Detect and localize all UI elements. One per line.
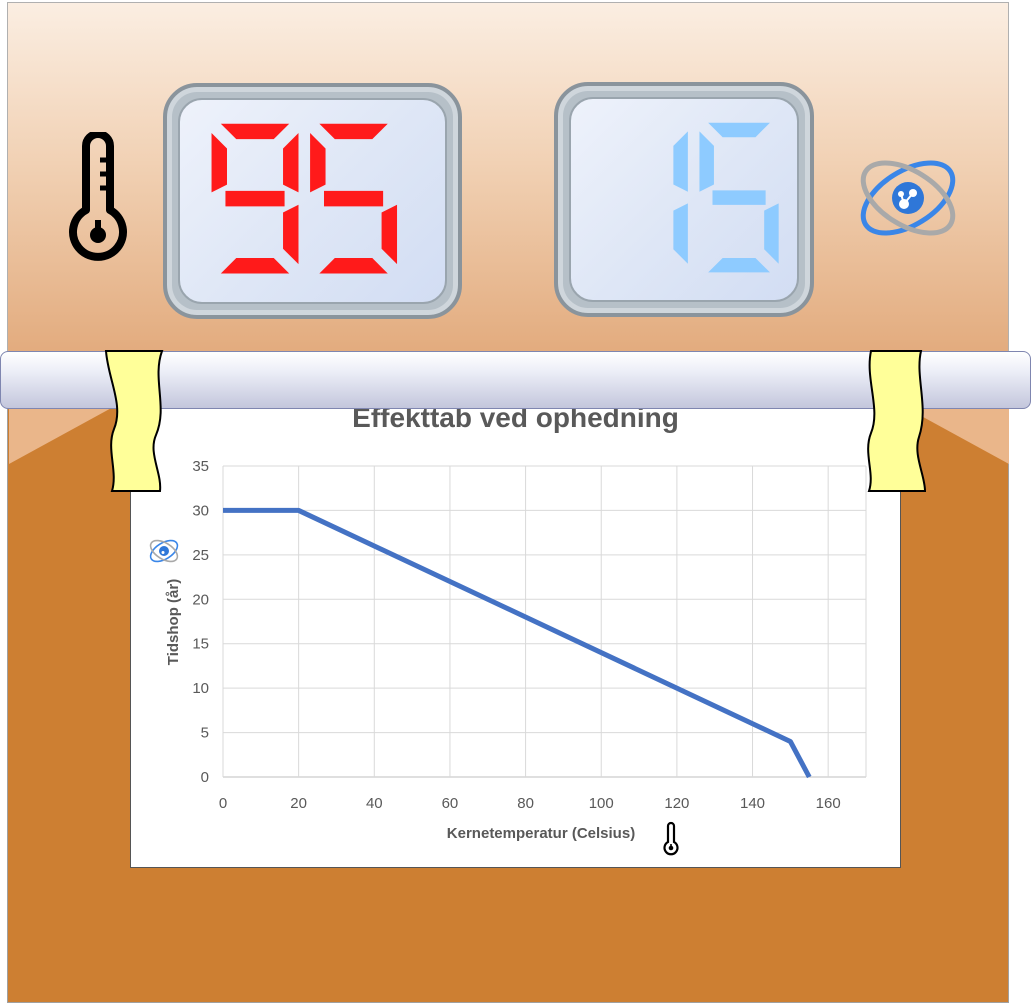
left-bracket — [9, 406, 115, 464]
years-display — [554, 82, 814, 317]
segment-c — [381, 204, 398, 265]
segment-c — [673, 203, 688, 264]
segment-c — [283, 204, 299, 265]
x-tick-labels: 0 20 40 60 80 100 120 140 160 — [219, 795, 841, 812]
segment-f — [310, 132, 326, 193]
segment-f — [699, 131, 714, 192]
y-tick-label: 25 — [192, 547, 209, 564]
y-axis-atom-icon — [149, 539, 179, 563]
right-tape — [867, 350, 927, 492]
chart-series — [223, 507, 812, 779]
x-tick-label: 60 — [442, 795, 459, 812]
digit-5 — [699, 122, 779, 273]
x-tick-label: 0 — [219, 795, 227, 812]
x-tick-label: 120 — [664, 795, 689, 812]
y-tick-label: 20 — [192, 591, 209, 608]
hanging-rod — [0, 351, 1031, 409]
thermometer-icon — [69, 132, 127, 261]
segment-g — [712, 190, 766, 205]
left-tape — [104, 350, 164, 492]
x-axis-thermometer-icon — [663, 821, 679, 856]
segment-a — [319, 123, 388, 140]
y-tick-label: 15 — [192, 636, 209, 653]
digit-5 — [310, 123, 398, 274]
segment-b — [673, 131, 688, 192]
segment-b — [283, 132, 299, 193]
y-axis-title: Tidshop (år) — [165, 579, 182, 665]
x-axis-title: Kernetemperatur (Celsius) — [447, 825, 635, 842]
x-tick-label: 40 — [366, 795, 383, 812]
digit-9 — [211, 123, 299, 274]
temperature-display — [163, 83, 462, 319]
y-tick-label: 30 — [192, 502, 209, 519]
digit-1 — [673, 131, 688, 264]
x-tick-label: 140 — [740, 795, 765, 812]
segment-f — [211, 132, 227, 193]
chart-paper: Effekttab ved ophedning 0 20 40 60 80 100 120 1… — [130, 381, 901, 868]
x-tick-label: 100 — [589, 795, 614, 812]
series-line — [223, 507, 812, 779]
y-tick-label: 5 — [201, 725, 209, 742]
y-tick-label: 35 — [192, 458, 209, 475]
x-tick-label: 20 — [290, 795, 307, 812]
y-tick-label: 0 — [201, 769, 209, 786]
segment-d — [220, 258, 290, 274]
segment-g — [225, 190, 285, 207]
atom-icon — [860, 160, 956, 236]
segment-a — [708, 122, 770, 138]
temperature-digits — [211, 123, 398, 274]
x-tick-label: 80 — [517, 795, 534, 812]
y-tick-labels: 0 5 10 15 20 25 30 35 — [192, 458, 209, 786]
years-digits — [673, 122, 779, 273]
segment-d — [319, 258, 388, 274]
segment-c — [764, 203, 779, 264]
segment-a — [220, 123, 290, 140]
y-tick-label: 10 — [192, 680, 209, 697]
chart-plot: 0 20 40 60 80 100 120 140 160 0 5 10 15 20 25 30 35 Ker… — [149, 458, 867, 856]
segment-g — [323, 190, 384, 207]
x-tick-label: 160 — [816, 795, 841, 812]
chart-grid — [222, 465, 867, 778]
temperature-screen — [178, 98, 447, 304]
segment-d — [708, 257, 770, 273]
